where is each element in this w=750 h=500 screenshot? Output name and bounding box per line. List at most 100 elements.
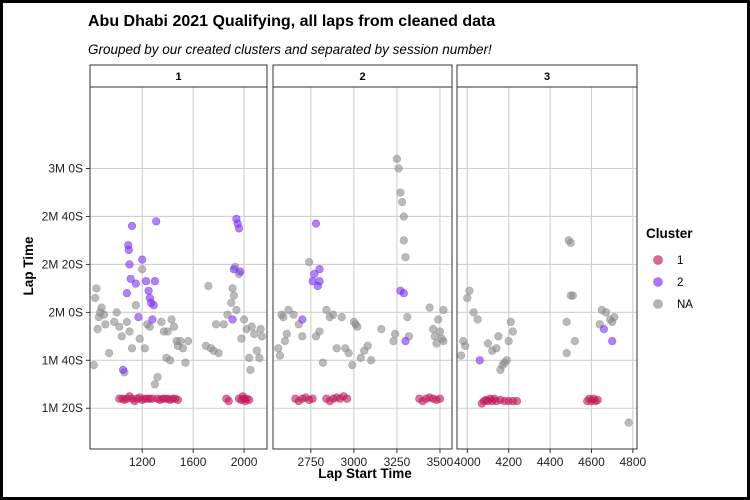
data-point-cluster-NA	[104, 349, 114, 358]
data-point-cluster-NA	[153, 373, 162, 382]
x-axis-title: Lap Start Time	[318, 466, 412, 481]
data-point-cluster-NA	[169, 322, 179, 331]
data-point-cluster-2	[125, 260, 134, 269]
data-point-cluster-NA	[138, 265, 147, 274]
data-point-cluster-NA	[457, 351, 466, 360]
data-point-cluster-NA	[157, 317, 166, 327]
data-point-cluster-NA	[252, 346, 261, 355]
y-tick-label: 2M 20S	[42, 257, 83, 271]
data-point-cluster-NA	[504, 337, 513, 346]
data-point-cluster-2	[138, 255, 147, 264]
data-point-cluster-2	[141, 277, 151, 286]
data-point-cluster-NA	[256, 325, 265, 334]
data-point-cluster-NA	[131, 301, 140, 310]
data-point-cluster-NA	[322, 305, 331, 315]
data-point-cluster-NA	[257, 332, 266, 341]
legend-label-1: 1	[677, 255, 683, 267]
data-point-cluster-NA	[494, 332, 503, 341]
data-point-cluster-NA	[502, 356, 511, 365]
data-point-cluster-NA	[280, 337, 290, 346]
x-tick-label: 2000	[231, 455, 258, 469]
data-point-cluster-NA	[399, 236, 408, 245]
data-point-cluster-2	[475, 356, 484, 365]
data-point-cluster-NA	[389, 337, 398, 346]
x-tick-label: 3000	[341, 455, 368, 469]
data-point-cluster-NA	[329, 310, 338, 319]
data-point-cluster-NA	[93, 325, 102, 334]
data-point-cluster-NA	[465, 286, 474, 295]
data-point-cluster-2	[401, 337, 410, 346]
data-point-cluster-NA	[228, 284, 237, 293]
x-tick-label: 3250	[384, 455, 411, 469]
data-point-cluster-NA	[223, 310, 232, 319]
data-point-cluster-NA	[229, 291, 238, 300]
data-point-cluster-NA	[601, 308, 611, 317]
data-point-cluster-NA	[562, 317, 571, 327]
data-point-cluster-2	[599, 325, 609, 334]
data-point-cluster-2	[149, 301, 158, 310]
data-point-cluster-NA	[99, 310, 109, 319]
y-tick-label: 2M 0S	[48, 305, 83, 319]
legend-items: 1 2 NA	[653, 255, 693, 311]
data-point-cluster-2	[118, 365, 128, 375]
data-point-cluster-2	[236, 267, 245, 276]
chart-title: Abu Dhabi 2021 Qualifying, all laps from…	[88, 13, 495, 30]
data-point-cluster-NA	[469, 308, 478, 317]
data-point-cluster-NA	[250, 329, 259, 339]
data-point-cluster-NA	[318, 358, 328, 367]
y-axis-title: Lap Time	[21, 236, 36, 296]
data-point-cluster-NA	[163, 327, 172, 336]
data-point-cluster-NA	[562, 349, 571, 358]
data-point-cluster-NA	[396, 188, 405, 197]
data-point-cluster-NA	[240, 315, 249, 324]
data-point-cluster-2	[310, 269, 319, 279]
data-point-cluster-NA	[439, 337, 448, 346]
x-tick-label: 4200	[495, 455, 522, 469]
legend-key-1	[653, 255, 663, 265]
data-point-cluster-NA	[122, 317, 131, 327]
legend-title: Cluster	[646, 226, 693, 241]
data-point-cluster-2	[298, 315, 307, 324]
data-point-cluster-NA	[227, 298, 236, 307]
data-point-cluster-NA	[289, 310, 298, 319]
data-point-cluster-NA	[298, 332, 307, 341]
data-point-cluster-NA	[117, 332, 126, 341]
data-point-cluster-NA	[305, 257, 314, 267]
facet-strip-label: 1	[175, 71, 181, 83]
data-point-cluster-NA	[279, 313, 288, 322]
data-point-cluster-NA	[332, 344, 341, 353]
data-point-cluster-NA	[508, 327, 518, 336]
panel-background	[457, 87, 637, 449]
data-point-cluster-NA	[461, 341, 470, 351]
panel-border	[456, 86, 638, 450]
data-point-cluster-1	[241, 397, 250, 406]
data-point-cluster-2	[127, 221, 137, 231]
data-point-cluster-NA	[140, 344, 149, 353]
data-point-cluster-2	[148, 315, 157, 324]
legend-label-NA: NA	[677, 299, 693, 311]
data-point-cluster-NA	[398, 198, 407, 207]
data-point-cluster-NA	[566, 238, 575, 247]
data-point-cluster-NA	[184, 337, 193, 346]
panel-border	[89, 86, 268, 450]
data-point-cluster-NA	[568, 291, 578, 300]
y-tick-label: 3M 0S	[48, 162, 83, 176]
data-point-cluster-NA	[348, 361, 357, 370]
x-tick-label: 1200	[129, 455, 156, 469]
data-point-cluster-NA	[392, 154, 402, 163]
data-point-cluster-NA	[167, 315, 176, 324]
data-point-cluster-NA	[399, 212, 408, 221]
data-point-cluster-2	[126, 274, 135, 283]
legend-label-2: 2	[677, 277, 683, 289]
data-point-cluster-NA	[492, 344, 501, 353]
data-point-cluster-2	[152, 217, 161, 226]
data-point-cluster-NA	[570, 337, 580, 346]
data-point-cluster-NA	[344, 349, 353, 358]
x-tick-label: 1600	[180, 455, 207, 469]
data-point-cluster-NA	[246, 365, 255, 375]
data-point-cluster-NA	[274, 344, 283, 353]
data-point-cluster-NA	[135, 334, 144, 343]
data-point-cluster-NA	[112, 308, 121, 317]
data-point-cluster-2	[228, 315, 237, 324]
data-point-cluster-NA	[232, 305, 241, 315]
